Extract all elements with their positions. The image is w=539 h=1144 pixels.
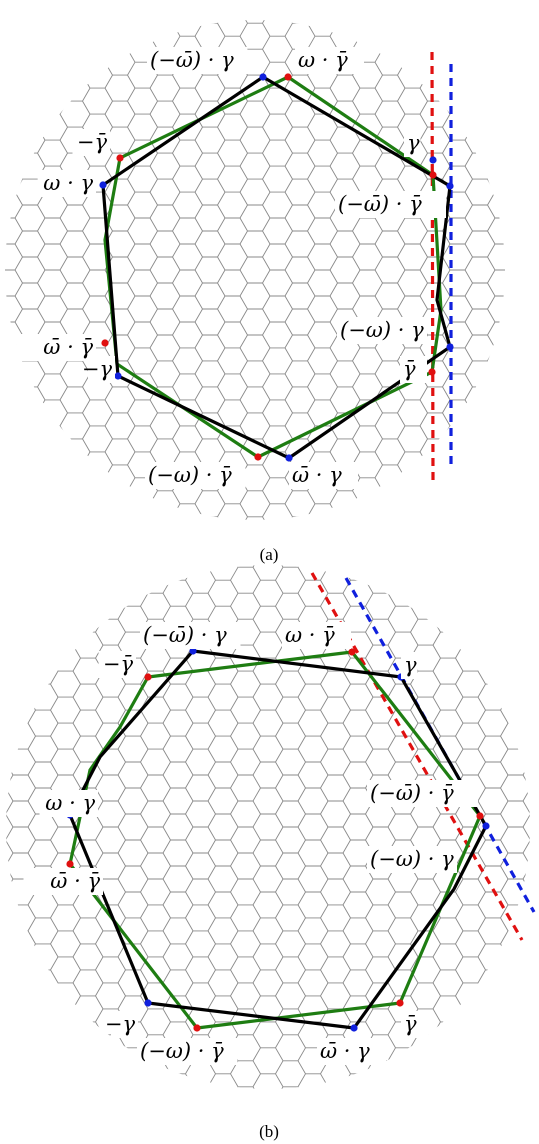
red-vertex-b-0 xyxy=(144,673,152,681)
panel-a: (−ω̄) · γ ω · γ̄ γ (−ω̄) · γ̄ (−ω) · γ γ̄ ω̄ ·… xyxy=(5,20,505,564)
red-vertex-b-3 xyxy=(396,999,404,1007)
panel-b: (−ω̄) · γ ω · γ̄ γ (−ω̄) · γ̄ (−ω) · γ γ̄ ω̄ ·… xyxy=(6,565,536,1141)
vertex-label-bg xyxy=(98,651,136,678)
blue-vertex-b-0 xyxy=(189,647,197,655)
red-vertex-a-5 xyxy=(101,339,109,347)
vertex-label: ω · γ̄ xyxy=(285,623,335,647)
vertex-label-bg xyxy=(401,1011,428,1038)
blue-vertex-a-6 xyxy=(446,343,454,351)
vertex-labels-a: (−ω̄) · γ ω · γ̄ γ (−ω̄) · γ̄ (−ω) · γ γ̄ ω̄ ·… xyxy=(16,47,446,489)
blue-vertex-a-3 xyxy=(114,372,122,380)
vertex-label: (−ω̄) · γ̄ xyxy=(338,192,422,216)
red-vertex-a-2 xyxy=(428,368,436,376)
vertex-label: ω̄ · γ̄ xyxy=(50,869,100,893)
blue-dashed-line-b xyxy=(344,577,536,913)
vertex-label-bg xyxy=(39,790,98,817)
vertex-label-bg xyxy=(295,47,364,74)
vertex-label-bg xyxy=(282,622,351,649)
vertex-label-bg xyxy=(337,317,427,344)
vertex-label: (−ω̄) · γ xyxy=(150,48,234,72)
blue-vertex-b-4 xyxy=(144,999,152,1007)
blue-vertex-b-3 xyxy=(350,1024,358,1032)
vertex-label: −γ̄ xyxy=(103,652,134,676)
hex-lattice-b xyxy=(6,565,530,1089)
red-vertex-b-1 xyxy=(348,648,356,656)
vertex-label-bg xyxy=(317,1038,386,1065)
vertex-label-bg xyxy=(404,130,421,157)
hex-lattice-a xyxy=(5,20,505,520)
blue-vertex-a-1 xyxy=(99,181,107,189)
vertex-label: −γ xyxy=(105,1012,136,1036)
vertex-label-bg xyxy=(147,47,248,74)
vertex-label-bg xyxy=(23,868,103,895)
vertex-label: ω̄ · γ xyxy=(320,1039,370,1063)
vertex-label-bg xyxy=(400,356,427,383)
vertex-label: γ xyxy=(407,131,420,155)
vertex-labels-b: (−ω̄) · γ ω · γ̄ γ (−ω̄) · γ̄ (−ω) · γ γ̄ ω̄ ·… xyxy=(23,622,478,1065)
vertex-label: (−ω) · γ̄ xyxy=(148,463,232,487)
vertex-label-bg xyxy=(16,334,96,361)
lattice-hexagons xyxy=(5,20,505,520)
vertex-label-bg xyxy=(111,1011,138,1038)
vertex-label-bg xyxy=(37,170,96,197)
vertex-label-bg xyxy=(367,846,457,873)
red-vertex-a-0 xyxy=(284,73,292,81)
vertex-label-bg xyxy=(335,191,446,218)
vertex-label-bg xyxy=(72,129,110,156)
vertex-label-bg xyxy=(367,780,478,807)
vertex-label: γ̄ xyxy=(403,357,416,381)
blue-vertex-a-4 xyxy=(285,454,293,462)
red-vertex-b-2 xyxy=(476,812,484,820)
vertex-label-bg xyxy=(140,622,241,649)
red-dashed-line-a xyxy=(430,51,435,481)
vertex-label: ω · γ xyxy=(43,171,93,195)
vertex-markers-a xyxy=(99,73,454,462)
vertex-label: γ̄ xyxy=(404,1012,417,1036)
vertex-label: −γ̄ xyxy=(77,130,108,154)
vertex-label-bg xyxy=(137,1038,238,1065)
blue-vertex-a-5 xyxy=(429,156,437,164)
vertex-label: γ xyxy=(404,653,417,677)
blue-vertex-a-0 xyxy=(259,73,267,81)
vertex-label: (−ω̄) · γ xyxy=(143,623,227,647)
red-vertex-a-3 xyxy=(254,453,262,461)
black-outline-a xyxy=(101,75,452,460)
blue-vertex-a-2 xyxy=(446,182,454,190)
red-vertex-a-4 xyxy=(429,171,437,179)
vertex-label: ω · γ̄ xyxy=(298,48,348,72)
lattice-hexagons xyxy=(6,565,530,1089)
caption-b: (b) xyxy=(259,1122,279,1141)
vertex-label-bg xyxy=(289,462,358,489)
vertex-label-bg xyxy=(401,652,418,679)
vertex-label-bg xyxy=(145,462,246,489)
red-vertex-b-5 xyxy=(66,860,74,868)
vertex-label: ω̄ · γ̄ xyxy=(43,335,93,359)
vertex-label: ω̄ · γ xyxy=(292,463,342,487)
caption-a: (a) xyxy=(260,545,279,564)
vertex-label: (−ω̄) · γ̄ xyxy=(370,781,454,805)
dashed-lines-a xyxy=(430,51,453,481)
vertex-label: (−ω) · γ xyxy=(370,847,454,871)
vertex-label: (−ω) · γ xyxy=(340,318,424,342)
red-vertex-a-1 xyxy=(116,154,124,162)
red-vertex-b-4 xyxy=(193,1024,201,1032)
vertex-label: ω · γ xyxy=(45,791,95,815)
blue-vertex-b-2 xyxy=(482,822,490,830)
vertex-label: (−ω) · γ̄ xyxy=(140,1039,224,1063)
black-polygon-a xyxy=(101,75,452,460)
